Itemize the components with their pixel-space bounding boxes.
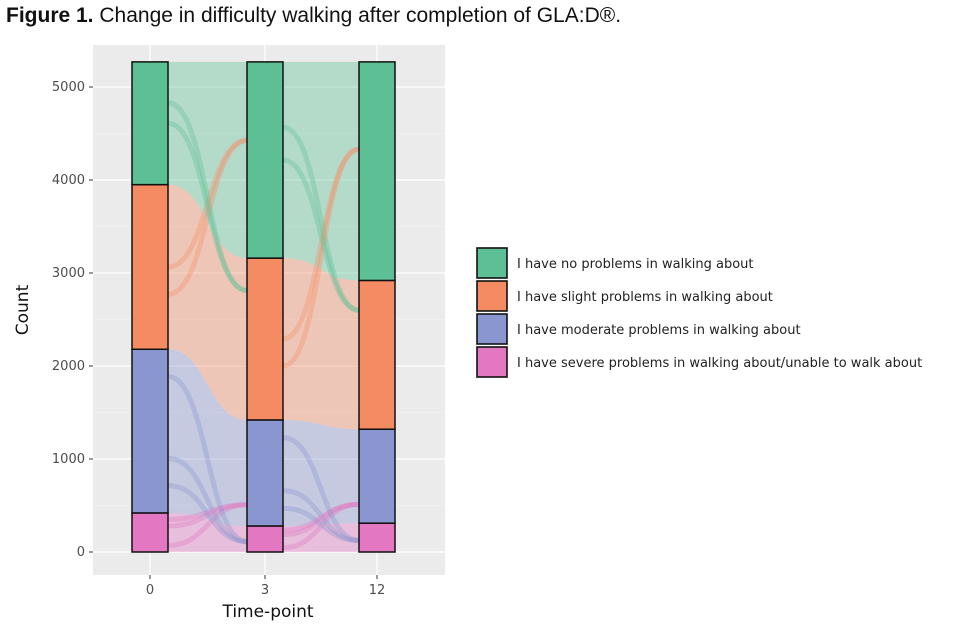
flow-strand-0-8 [167, 502, 248, 529]
y-tick-label-0: 0 [77, 545, 85, 560]
legend-label-0: I have no problems in walking about [517, 257, 753, 272]
flow-strand-1-6 [282, 146, 360, 369]
bar-2-1 [246, 257, 284, 421]
flow-strand-1-4 [282, 501, 360, 533]
figure-label: Figure 1. [6, 4, 94, 27]
legend-key-0 [476, 247, 508, 279]
bar-2-0 [131, 183, 169, 351]
flow-1-1 [283, 419, 359, 526]
flow-0-0 [168, 512, 247, 552]
legend-key-1 [476, 280, 508, 312]
flow-1-0 [168, 349, 247, 526]
y-axis-ticks: 0 1000 2000 3000 4000 5000 [52, 80, 93, 560]
flow-0-1 [283, 523, 359, 552]
bars [131, 61, 396, 553]
bar-0-1 [246, 525, 284, 553]
bar-3-0 [131, 61, 169, 186]
flow-strand-0-9 [167, 374, 248, 545]
bar-3-1 [246, 61, 284, 259]
flow-strand-0-4 [167, 502, 248, 522]
y-tick-label-3: 3000 [52, 266, 85, 281]
legend: I have no problems in walking about I hav… [476, 247, 922, 378]
flow-strand-0-1 [167, 455, 248, 545]
y-axis-title: Count [13, 284, 33, 335]
flow-2-1 [283, 258, 359, 430]
flow-strand-1-3 [282, 124, 360, 313]
legend-label-2: I have moderate problems in walking abou… [517, 323, 801, 338]
flow-strand-1-9 [282, 435, 360, 543]
legend-label-1: I have slight problems in walking about [517, 290, 773, 305]
flow-strand-1-8 [282, 501, 360, 538]
flow-strand-0-2 [167, 137, 248, 270]
x-axis-title: Time-point [221, 602, 313, 622]
flow-strand-0-7 [167, 120, 248, 293]
x-tick-label-1: 3 [261, 583, 269, 598]
flow-3-0 [168, 61, 247, 259]
flow-strand-1-5 [282, 505, 360, 543]
flow-strand-1-0 [282, 501, 360, 551]
bar-3-2 [358, 61, 396, 282]
flows [167, 61, 360, 552]
flow-strand-0-5 [167, 483, 248, 545]
flow-strand-0-3 [167, 100, 248, 293]
y-tick-label-1: 1000 [52, 452, 85, 467]
flow-strand-1-2 [282, 146, 360, 342]
flow-2-0 [168, 184, 247, 420]
y-tick-label-4: 4000 [52, 173, 85, 188]
flow-3-1 [283, 61, 359, 281]
x-tick-label-0: 0 [146, 583, 154, 598]
bar-1-2 [358, 428, 396, 524]
bar-1-1 [246, 419, 284, 527]
x-tick-label-2: 12 [369, 583, 386, 598]
legend-label-3: I have severe problems in walking about/… [517, 356, 922, 371]
flow-strand-1-7 [282, 157, 360, 313]
y-tick-label-2: 2000 [52, 359, 85, 374]
figure-caption: Figure 1. Change in difficulty walking a… [6, 4, 621, 28]
flow-strand-0-6 [167, 137, 248, 297]
legend-key-3 [476, 346, 508, 378]
bar-0-0 [131, 512, 169, 553]
bar-2-2 [358, 279, 396, 430]
x-axis-ticks: 0 3 12 [146, 575, 385, 598]
bar-1-0 [131, 348, 169, 514]
y-tick-label-5: 5000 [52, 80, 85, 95]
legend-key-2 [476, 313, 508, 345]
figure-title: Change in difficulty walking after compl… [99, 4, 622, 27]
flow-strand-1-1 [282, 488, 360, 543]
bar-0-2 [358, 522, 396, 553]
flow-strand-0-0 [167, 502, 248, 548]
